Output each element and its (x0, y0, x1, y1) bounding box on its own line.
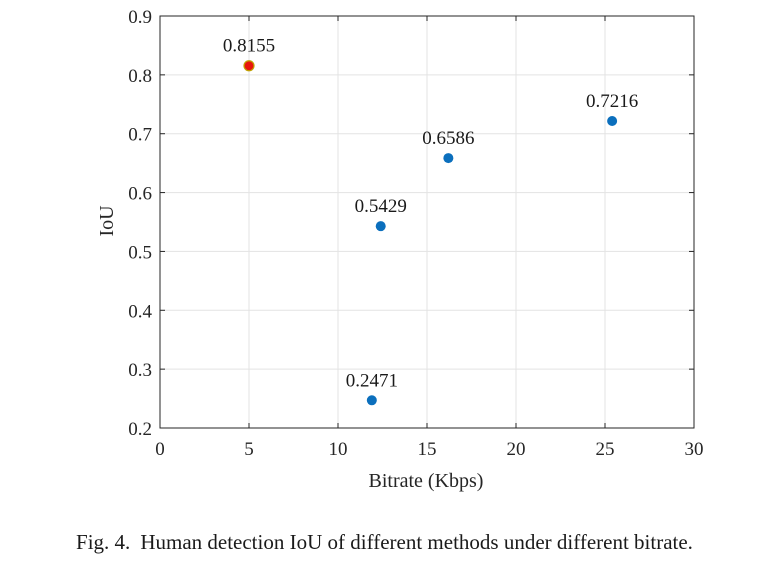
x-axis-label: Bitrate (Kbps) (369, 470, 484, 492)
y-tick-label: 0.2 (128, 419, 152, 440)
y-tick-label: 0.8 (128, 66, 152, 87)
data-label: 0.8155 (223, 36, 275, 57)
data-point (243, 60, 255, 72)
x-tick-label: 30 (685, 439, 704, 460)
y-tick-label: 0.7 (128, 125, 152, 146)
data-point (366, 395, 377, 406)
x-tick-label: 0 (155, 439, 165, 460)
y-tick-label: 0.3 (128, 360, 152, 381)
figure-caption: Fig. 4. Human detection IoU of different … (0, 530, 769, 555)
caption-text: Human detection IoU of different methods… (140, 530, 693, 554)
x-axis: 0 5 10 15 20 25 30 (155, 16, 704, 460)
y-axis: 0.2 0.3 0.4 0.5 0.6 0.7 0.8 0.9 (128, 7, 694, 440)
data-point (443, 153, 454, 164)
x-tick-label: 20 (507, 439, 526, 460)
data-point (375, 221, 386, 232)
x-tick-label: 15 (418, 439, 437, 460)
data-point (607, 116, 618, 127)
x-tick-label: 25 (596, 439, 615, 460)
data-label: 0.2471 (346, 370, 398, 391)
scatter-chart: 0 5 10 15 20 25 30 0.2 0.3 0.4 0.5 0.6 0.7 0.8 0.9 0.… (96, 7, 704, 492)
data-label: 0.5429 (355, 196, 407, 217)
y-tick-label: 0.5 (128, 242, 152, 263)
y-tick-label: 0.4 (128, 301, 152, 322)
y-tick-label: 0.9 (128, 7, 152, 28)
data-label: 0.6586 (422, 128, 474, 149)
grid-lines (159, 15, 695, 429)
figure-number: Fig. 4. (76, 530, 131, 554)
x-tick-label: 10 (329, 439, 348, 460)
data-label: 0.7216 (586, 91, 638, 112)
y-axis-label: IoU (96, 205, 118, 237)
x-tick-label: 5 (244, 439, 254, 460)
y-tick-label: 0.6 (128, 184, 152, 205)
data-points: 0.8155 0.2471 0.5429 0.6586 0.7216 (223, 36, 638, 406)
